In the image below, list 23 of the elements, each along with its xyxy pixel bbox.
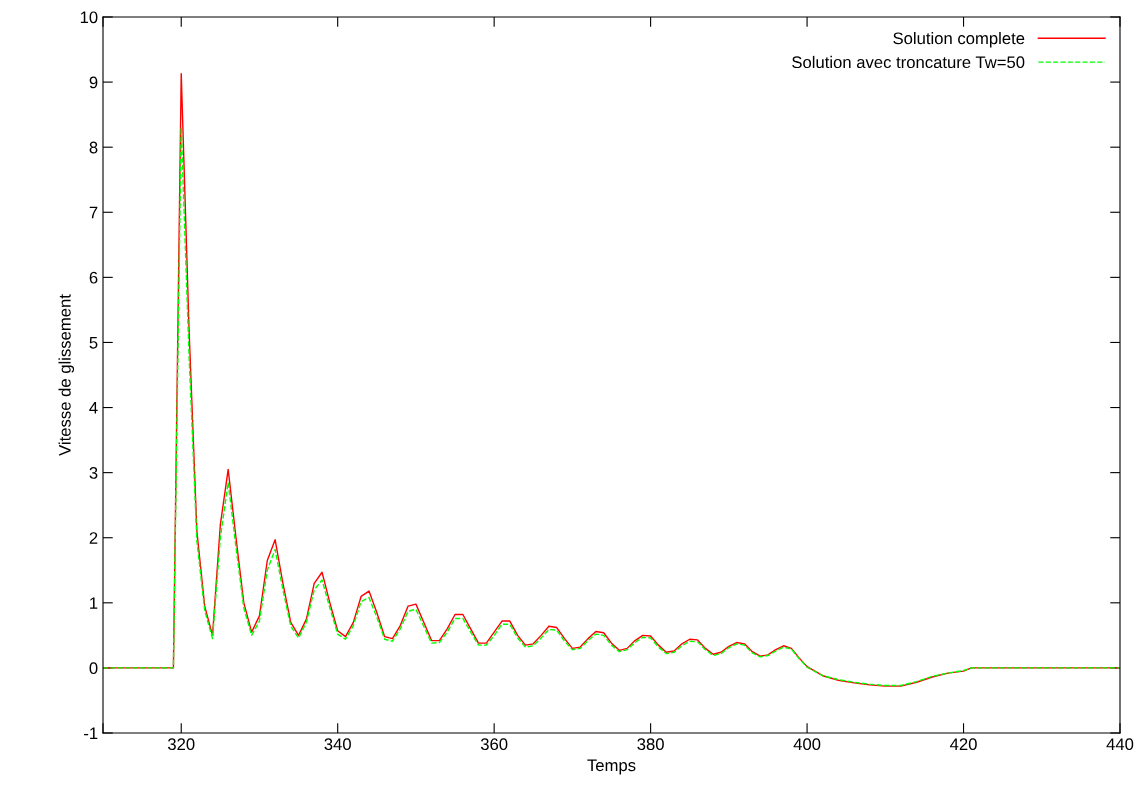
x-tick-label: 380 bbox=[637, 738, 664, 751]
x-tick-label: 360 bbox=[480, 738, 508, 751]
y-tick-label: 1 bbox=[90, 597, 98, 609]
legend-label: Solution avec troncature Tw=50 bbox=[792, 55, 1025, 69]
x-tick-label: 420 bbox=[950, 738, 977, 751]
x-tick-label: 440 bbox=[1106, 738, 1134, 751]
x-tick-label: 400 bbox=[793, 738, 821, 751]
y-tick-label: 6 bbox=[89, 271, 98, 284]
x-axis-title: Temps bbox=[587, 759, 636, 775]
y-tick-label: 4 bbox=[89, 402, 98, 414]
y-tick-label: 10 bbox=[80, 11, 98, 24]
legend-label: Solution complete bbox=[893, 32, 1025, 48]
y-tick-label: 9 bbox=[89, 76, 98, 89]
y-tick-label: 0 bbox=[89, 662, 98, 675]
y-axis-title: Vitesse de glissement bbox=[58, 294, 75, 456]
x-tick-label: 340 bbox=[324, 738, 351, 751]
y-tick-label: 8 bbox=[89, 141, 98, 154]
y-tick-label: 5 bbox=[89, 337, 98, 349]
y-tick-label: -1 bbox=[84, 727, 98, 740]
y-tick-label: 2 bbox=[89, 532, 98, 544]
y-tick-label: 7 bbox=[89, 206, 98, 219]
x-tick-label: 320 bbox=[167, 738, 195, 751]
y-tick-label: 3 bbox=[89, 467, 98, 479]
